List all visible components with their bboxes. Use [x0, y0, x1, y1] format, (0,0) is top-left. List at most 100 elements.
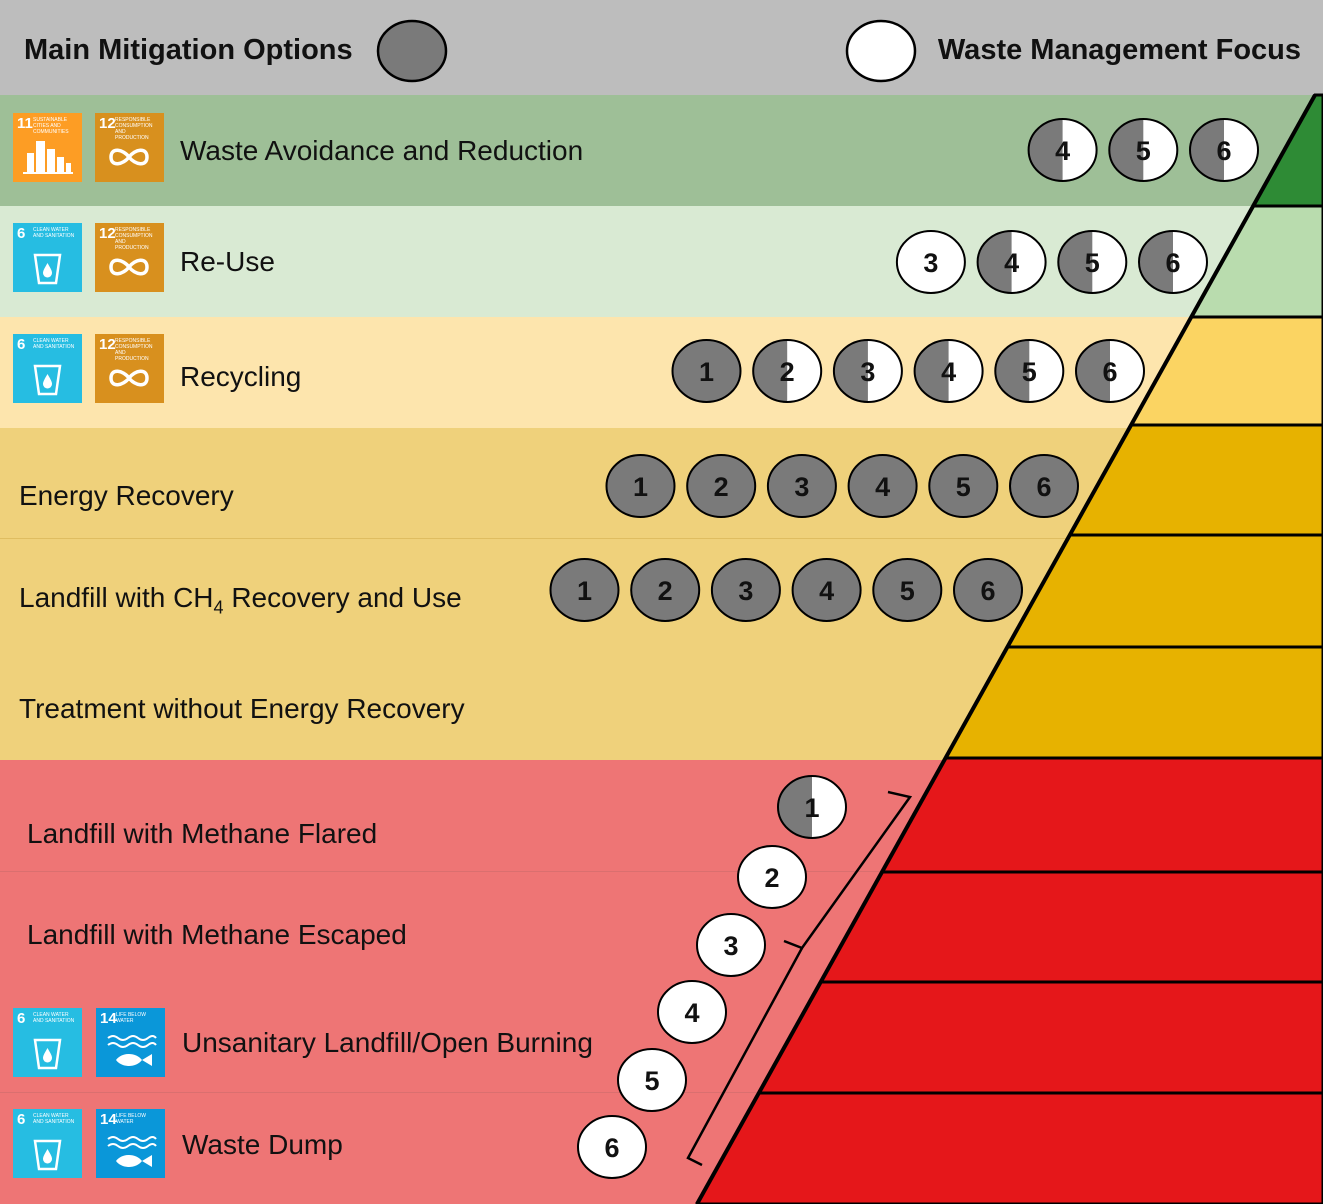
- legend-white-circle-icon: [845, 19, 917, 83]
- focus-circle-5: 5: [1108, 118, 1179, 182]
- focus-circle-6: 6: [1189, 118, 1259, 182]
- infinity-loop-icon: [109, 258, 149, 276]
- focus-circle-5: 5: [994, 339, 1065, 403]
- circle-number-label: 6: [980, 576, 995, 606]
- focus-circle-4: 4: [976, 230, 1047, 294]
- legend-main-mitigation-label: Main Mitigation Options: [24, 34, 353, 66]
- pyramid-level-6: [942, 645, 1323, 760]
- row-label-waste-avoidance: Waste Avoidance and Reduction: [180, 135, 584, 166]
- focus-circle-3: 3: [832, 339, 903, 403]
- sdg-6-badge: 6 CLEAN WATER AND SANITATION: [13, 334, 82, 403]
- row-label-waste-dump: Waste Dump: [182, 1129, 343, 1160]
- row-label-landfill-ch4-subscript: 4: [213, 597, 224, 618]
- circle-number-label: 3: [794, 472, 809, 502]
- fish-waves-icon: [107, 1035, 157, 1066]
- range-bracket: [686, 790, 913, 1167]
- circle-number-label: 1: [633, 472, 648, 502]
- sdg-11-badge: 11 SUSTAINABLE CITIES AND COMMUNITIES: [13, 113, 82, 182]
- focus-circle-2: 2: [630, 558, 701, 622]
- legend-waste-focus-label: Waste Management Focus: [937, 34, 1301, 66]
- pyramid-level-9: [756, 980, 1323, 1095]
- sdg-12-badge: 12 RESPONSIBLE CONSUMPTION AND PRODUCTIO…: [95, 334, 164, 403]
- infinity-loop-icon: [109, 148, 149, 166]
- circle-number-label: 1: [699, 357, 714, 387]
- row-label-methane-escaped: Landfill with Methane Escaped: [27, 919, 407, 950]
- focus-circle-1: 1: [605, 454, 676, 518]
- focus-circle-5: 5: [928, 454, 999, 518]
- sdg-12-badge: 12 RESPONSIBLE CONSUMPTION AND PRODUCTIO…: [95, 223, 164, 292]
- water-glass-icon: [33, 364, 62, 396]
- circle-number-label: 6: [604, 1133, 619, 1163]
- waste-hierarchy-pyramid: [695, 93, 1323, 1204]
- pyramid-level-8: [818, 870, 1323, 984]
- pyramid-level-5: [1004, 533, 1323, 649]
- diagonal-circle-5: 5: [617, 1048, 687, 1112]
- sdg-12-badge: 12 RESPONSIBLE CONSUMPTION AND PRODUCTIO…: [95, 113, 164, 182]
- row-label-treatment-no-recovery: Treatment without Energy Recovery: [19, 693, 465, 724]
- pyramid-level-4: [1067, 423, 1323, 537]
- circle-number-label: 3: [860, 357, 875, 387]
- circle-number-label: 5: [956, 472, 971, 502]
- pyramid-level-7: [879, 756, 1323, 874]
- circle-number-label: 4: [1055, 136, 1070, 166]
- row-label-energy-recovery: Energy Recovery: [19, 480, 234, 511]
- diagonal-circle-1: 1: [777, 775, 847, 839]
- row-divider: [0, 538, 1100, 539]
- diagonal-circle-6: 6: [577, 1115, 647, 1179]
- circle-number-label: 2: [764, 863, 779, 893]
- focus-circle-5: 5: [1057, 230, 1128, 294]
- row-label-landfill-ch4-suffix: Recovery and Use: [223, 582, 462, 613]
- circle-number-label: 5: [1085, 248, 1100, 278]
- focus-circle-4: 4: [1027, 118, 1098, 182]
- circle-number-label: 5: [1136, 136, 1151, 166]
- focus-circle-3: 3: [766, 454, 837, 518]
- legend-gray-circle-icon: [376, 19, 448, 83]
- circle-number-label: 1: [804, 793, 819, 823]
- circle-number-label: 6: [1216, 136, 1231, 166]
- focus-circle-6: 6: [1009, 454, 1079, 518]
- pyramid-edge: [695, 94, 1317, 1204]
- focus-circle-2: 2: [686, 454, 757, 518]
- focus-circle-4: 4: [791, 558, 862, 622]
- circle-number-label: 5: [1022, 357, 1037, 387]
- circle-number-label: 1: [577, 576, 592, 606]
- legend-header: Main Mitigation Options Waste Management…: [0, 0, 1323, 95]
- row-label-methane-flared: Landfill with Methane Flared: [27, 818, 378, 849]
- bracket-upper: [783, 790, 913, 950]
- sdg-6-badge: 6 CLEAN WATER AND SANITATION: [13, 1008, 82, 1077]
- water-glass-icon: [33, 253, 62, 285]
- focus-circle-3: 3: [895, 230, 966, 294]
- focus-circle-5: 5: [872, 558, 943, 622]
- circle-number-label: 3: [738, 576, 753, 606]
- diagonal-circle-4: 4: [657, 980, 727, 1044]
- water-glass-icon: [33, 1139, 62, 1171]
- focus-circle-3: 3: [710, 558, 781, 622]
- circle-number-label: 6: [1102, 357, 1117, 387]
- circle-number-label: 6: [1165, 248, 1180, 278]
- circle-number-label: 3: [723, 931, 738, 961]
- row-label-recycling: Recycling: [180, 361, 302, 392]
- focus-circle-1: 1: [671, 339, 742, 403]
- water-glass-icon: [33, 1038, 62, 1070]
- circle-number-label: 3: [923, 248, 938, 278]
- circle-number-label: 4: [819, 576, 834, 606]
- circle-number-label: 4: [684, 998, 699, 1028]
- circle-number-label: 2: [714, 472, 729, 502]
- focus-circle-4: 4: [913, 339, 984, 403]
- circle-number-label: 6: [1036, 472, 1051, 502]
- focus-circle-2: 2: [752, 339, 823, 403]
- circle-number-label: 2: [658, 576, 673, 606]
- circle-number-label: 4: [941, 357, 956, 387]
- circle-number-label: 4: [875, 472, 890, 502]
- row-label-landfill-ch4-prefix: Landfill with CH: [19, 582, 214, 613]
- city-buildings-icon: [23, 141, 73, 174]
- row-divider: [0, 871, 880, 872]
- circle-number-label: 2: [780, 357, 795, 387]
- circle-number-label: 5: [644, 1066, 659, 1096]
- row-label-landfill-ch4: Landfill with CH4 Recovery and Use: [19, 584, 462, 617]
- circle-number-label: 5: [900, 576, 915, 606]
- focus-circle-6: 6: [953, 558, 1023, 622]
- fish-waves-icon: [107, 1136, 157, 1167]
- focus-circle-6: 6: [1138, 230, 1208, 294]
